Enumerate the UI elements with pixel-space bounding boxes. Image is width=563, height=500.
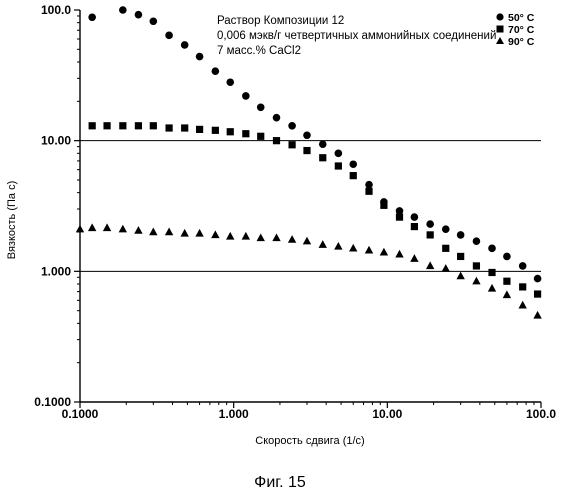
y-axis-title: Вязкость (Па с) (6, 181, 18, 260)
point-50c (349, 160, 357, 168)
point-50c (365, 181, 373, 189)
point-50c (457, 231, 465, 239)
point-50c (442, 225, 450, 233)
point-70c (442, 245, 449, 252)
point-70c (473, 262, 480, 269)
point-70c (165, 124, 172, 131)
y-tick-label: 100.0 (41, 3, 71, 17)
point-70c (519, 283, 526, 290)
point-70c (227, 128, 234, 135)
point-70c (319, 154, 326, 161)
point-50c (88, 13, 96, 21)
point-50c (411, 213, 419, 221)
annotation-line-3: 7 масс.% CaCl2 (217, 45, 301, 57)
point-50c (519, 262, 527, 270)
point-50c (426, 220, 434, 228)
point-70c (303, 147, 310, 154)
point-50c (150, 17, 158, 25)
point-70c (503, 278, 510, 285)
point-70c (273, 137, 280, 144)
point-70c (380, 202, 387, 209)
x-tick-label: 0.1000 (62, 407, 99, 421)
point-50c (488, 245, 496, 253)
point-70c (335, 162, 342, 169)
point-50c (335, 150, 343, 158)
point-50c (288, 122, 296, 130)
point-50c (303, 131, 311, 139)
point-50c (212, 67, 220, 75)
point-50c (534, 275, 542, 283)
point-70c (212, 127, 219, 134)
point-50c (196, 53, 204, 61)
point-70c (350, 172, 357, 179)
point-50c (473, 237, 481, 245)
point-50c (257, 104, 265, 112)
point-70c (119, 122, 126, 129)
point-70c (103, 122, 110, 129)
point-50c (273, 114, 281, 122)
point-50c (135, 11, 143, 19)
x-tick-label: 1.000 (219, 407, 249, 421)
point-70c (488, 269, 495, 276)
point-70c (150, 122, 157, 129)
y-tick-label: 10.00 (41, 134, 71, 148)
point-50c (119, 6, 127, 14)
legend-label-90c: 90° C (508, 36, 535, 48)
point-70c (457, 253, 464, 260)
point-50c (165, 32, 173, 40)
point-70c (365, 188, 372, 195)
point-70c (89, 122, 96, 129)
legend-label-70c: 70° C (508, 24, 535, 36)
annotation-line-1: Раствор Композиции 12 (217, 15, 344, 27)
figure-caption: Фиг. 15 (254, 474, 306, 491)
legend-label-50c: 50° C (508, 12, 535, 24)
legend: 50° C 70° C 90° C (496, 12, 535, 48)
point-70c (534, 290, 541, 297)
point-50c (319, 140, 327, 148)
point-70c (196, 126, 203, 133)
point-70c (242, 130, 249, 137)
annotation-line-2: 0,006 мэкв/г четвертичных аммонийных сое… (217, 30, 496, 42)
point-70c (411, 223, 418, 230)
point-50c (181, 41, 189, 49)
x-axis-title: Скорость сдвига (1/с) (255, 435, 364, 447)
legend-marker-50c (496, 13, 503, 20)
legend-marker-70c (497, 26, 504, 33)
point-70c (396, 214, 403, 221)
y-tick-label: 1.000 (41, 264, 71, 278)
point-70c (181, 124, 188, 131)
point-50c (242, 92, 250, 100)
y-tick-label: 0.1000 (34, 395, 71, 409)
point-70c (257, 133, 264, 140)
point-50c (503, 253, 511, 261)
point-70c (427, 231, 434, 238)
point-70c (135, 122, 142, 129)
point-70c (288, 141, 295, 148)
x-tick-label: 100.0 (526, 407, 556, 421)
point-50c (226, 78, 234, 86)
x-tick-label: 10.00 (372, 407, 402, 421)
